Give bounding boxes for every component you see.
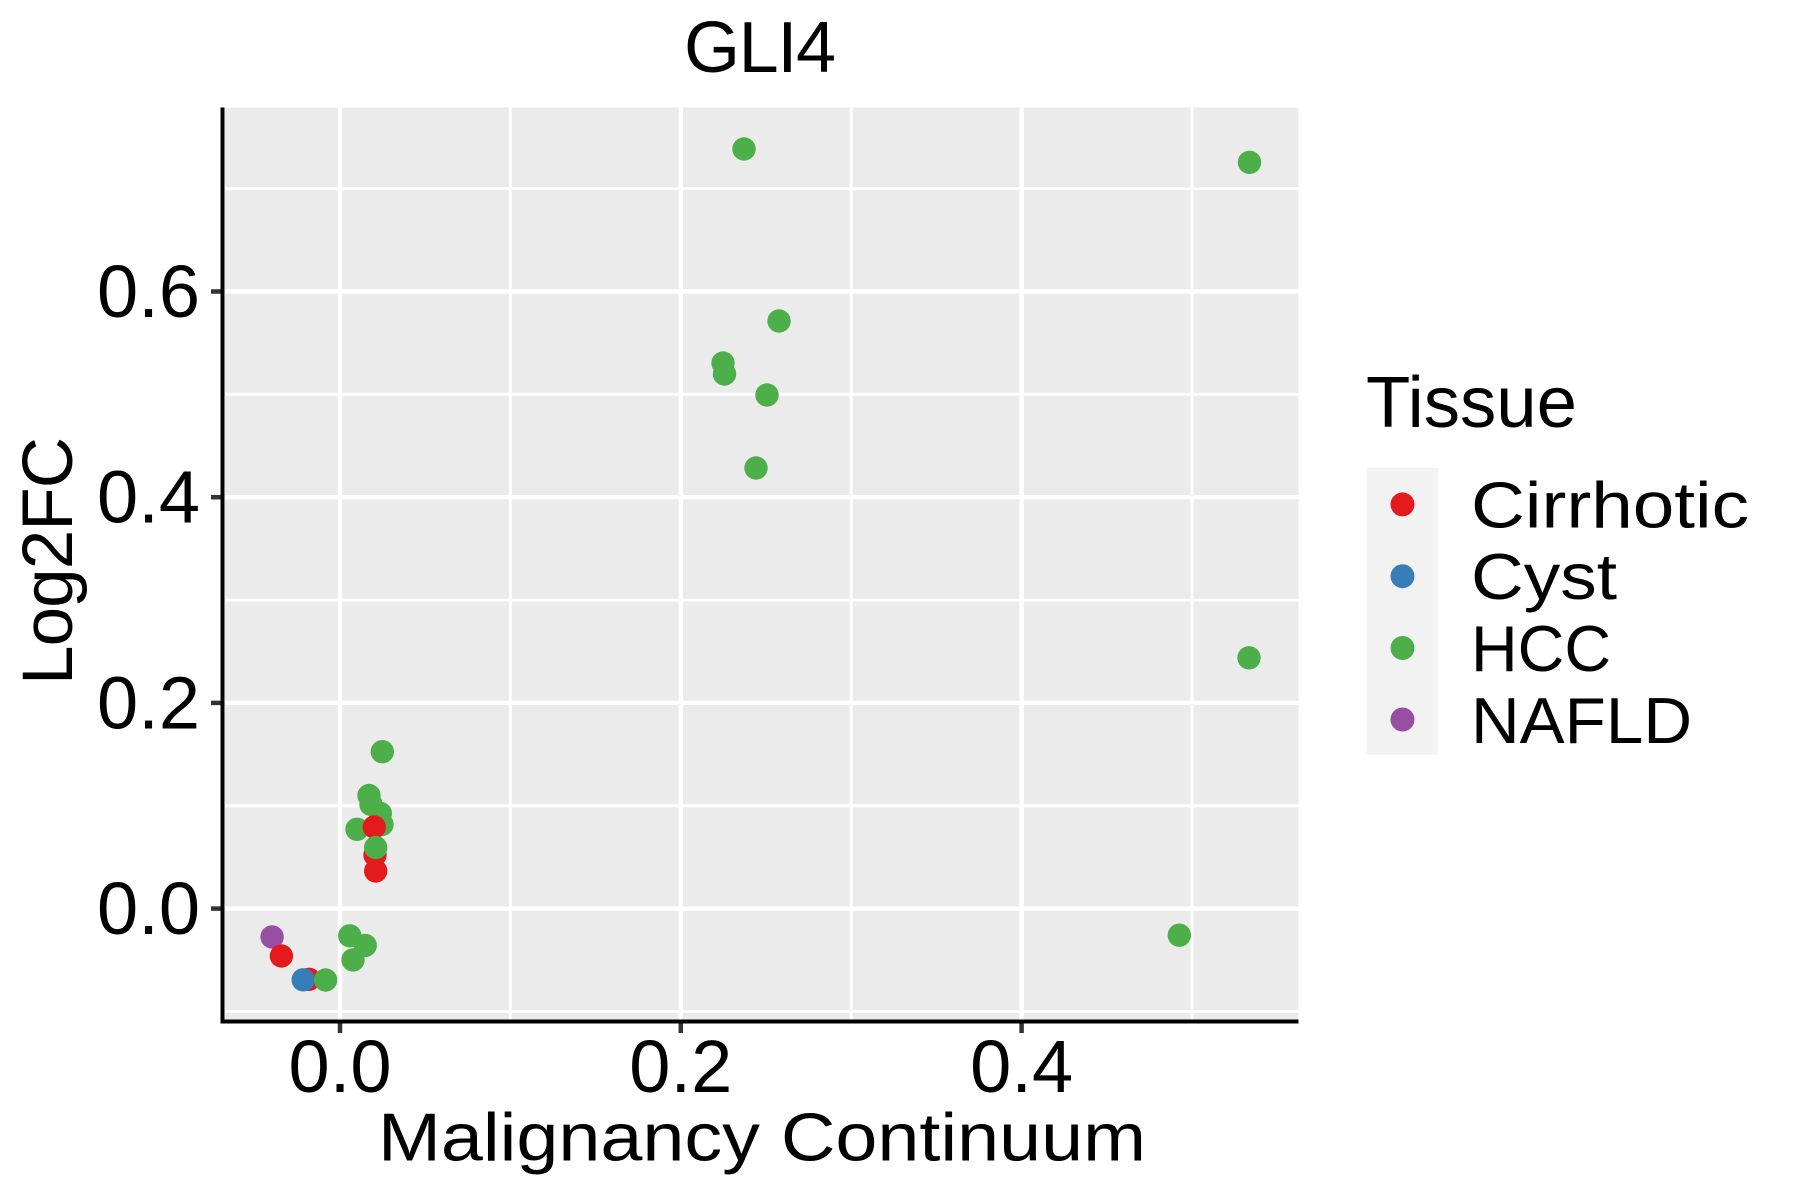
svg-text:0.4: 0.4	[970, 1025, 1073, 1108]
svg-text:GLI4: GLI4	[684, 8, 836, 88]
svg-text:HCC: HCC	[1471, 612, 1611, 685]
svg-text:Log2FC: Log2FC	[9, 437, 88, 685]
svg-text:NAFLD: NAFLD	[1471, 684, 1692, 757]
svg-text:0.2: 0.2	[97, 661, 200, 744]
svg-text:0.0: 0.0	[97, 867, 200, 950]
svg-text:Malignancy Continuum: Malignancy Continuum	[378, 1100, 1146, 1176]
svg-text:Cirrhotic: Cirrhotic	[1471, 468, 1749, 541]
svg-text:Tissue: Tissue	[1366, 363, 1577, 443]
svg-text:0.6: 0.6	[97, 250, 200, 333]
svg-text:0.4: 0.4	[97, 456, 200, 539]
svg-text:0.0: 0.0	[289, 1025, 392, 1108]
svg-text:0.2: 0.2	[629, 1025, 732, 1108]
svg-text:Cyst: Cyst	[1471, 540, 1617, 613]
